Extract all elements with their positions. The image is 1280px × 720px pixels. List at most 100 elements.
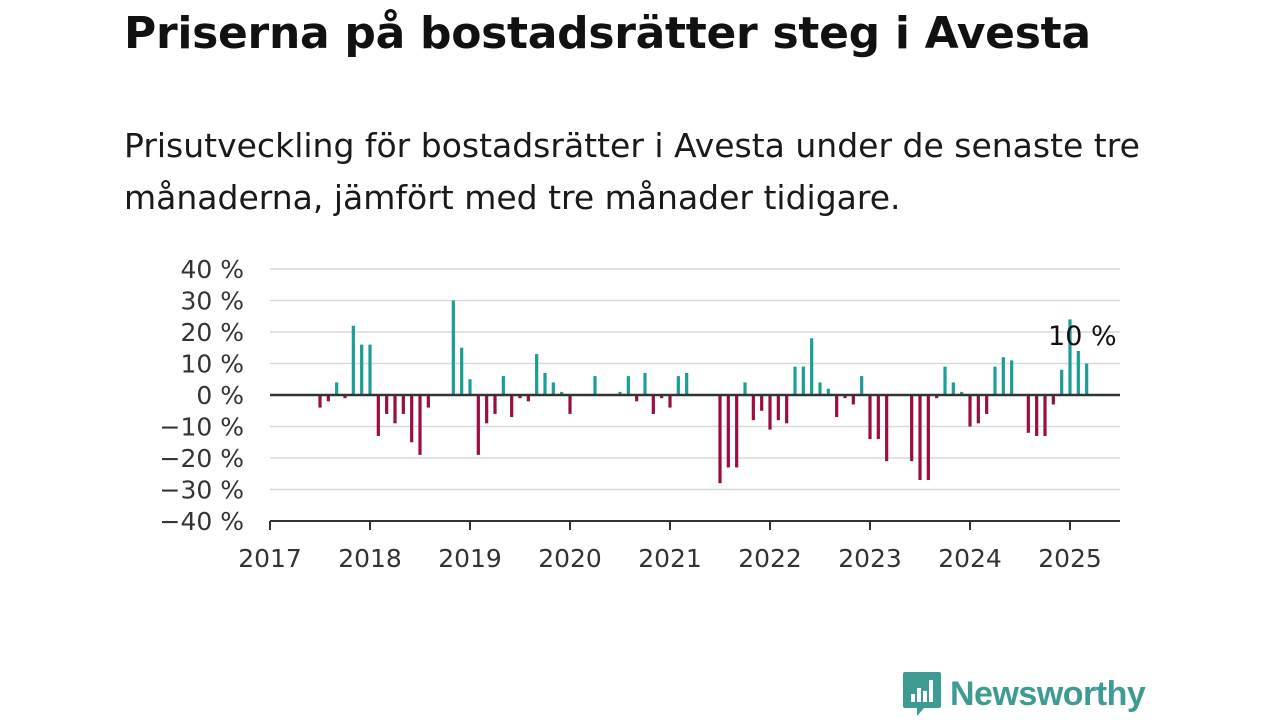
bar <box>868 395 872 440</box>
y-tick-label: 0 % <box>196 381 244 410</box>
bar <box>918 395 922 481</box>
bar <box>760 395 764 411</box>
bar <box>485 395 489 424</box>
bar <box>835 395 839 418</box>
bar <box>385 395 389 414</box>
bar <box>1060 369 1064 395</box>
bar <box>1085 363 1089 395</box>
bar <box>985 395 989 414</box>
bar <box>726 395 730 468</box>
bar <box>743 382 747 395</box>
x-tick-label: 2020 <box>538 544 602 573</box>
bar <box>1076 350 1080 395</box>
bar <box>676 376 680 395</box>
x-tick-label: 2025 <box>1038 544 1102 573</box>
bar <box>568 395 572 414</box>
bar <box>410 395 414 443</box>
bar <box>651 395 655 414</box>
bar <box>1068 319 1072 395</box>
bar <box>668 395 672 408</box>
bar <box>818 382 822 395</box>
bar <box>468 379 472 395</box>
y-tick-label: 30 % <box>180 287 244 316</box>
bar <box>851 395 855 405</box>
bar <box>885 395 889 462</box>
bar <box>426 395 430 408</box>
bar <box>501 376 505 395</box>
x-tick-label: 2018 <box>338 544 402 573</box>
bar <box>635 395 639 402</box>
bar <box>376 395 380 436</box>
bar <box>751 395 755 421</box>
x-tick-label: 2021 <box>638 544 702 573</box>
x-tick-label: 2019 <box>438 544 502 573</box>
bar <box>801 366 805 395</box>
bar <box>993 366 997 395</box>
x-tick-label: 2022 <box>738 544 802 573</box>
x-tick-label: 2017 <box>238 544 302 573</box>
bar <box>976 395 980 424</box>
bar <box>360 344 364 395</box>
bar <box>460 347 464 395</box>
bar <box>1026 395 1030 433</box>
y-tick-label: 10 % <box>180 350 244 379</box>
bar <box>401 395 405 414</box>
last-value-annotation: 10 % <box>1048 321 1117 352</box>
bar <box>618 391 622 395</box>
bar <box>793 366 797 395</box>
y-tick-label: 20 % <box>180 318 244 347</box>
bar <box>943 366 947 395</box>
bar <box>1010 360 1014 395</box>
bar <box>843 395 847 399</box>
bar <box>493 395 497 414</box>
bar <box>418 395 422 455</box>
bar <box>810 338 814 395</box>
bar <box>393 395 397 424</box>
bar <box>660 395 664 399</box>
bar <box>643 372 647 395</box>
bar <box>785 395 789 424</box>
bar <box>326 395 330 402</box>
bar <box>968 395 972 427</box>
bar <box>343 395 347 399</box>
y-tick-label: −20 % <box>160 444 244 473</box>
chart-subtitle: Prisutveckling för bostadsrätter i Avest… <box>124 126 1140 217</box>
bar <box>476 395 480 455</box>
bar <box>626 376 630 395</box>
bar <box>1051 395 1055 405</box>
bar <box>951 382 955 395</box>
brand-logo: Newsworthy <box>902 670 1146 718</box>
x-tick-label: 2023 <box>838 544 902 573</box>
bar <box>368 344 372 395</box>
bar <box>451 300 455 395</box>
x-tick-label: 2024 <box>938 544 1002 573</box>
bar <box>351 325 355 395</box>
bar <box>510 395 514 418</box>
bar <box>543 372 547 395</box>
bar <box>560 391 564 395</box>
bar <box>768 395 772 430</box>
brand-name: Newsworthy <box>950 674 1146 713</box>
bar-chart: 40 %30 %20 %10 %0 %−10 %−20 %−30 %−40 %2… <box>160 255 1120 573</box>
bar <box>335 382 339 395</box>
bar <box>1035 395 1039 436</box>
bar <box>1043 395 1047 436</box>
bar <box>551 382 555 395</box>
bar <box>526 395 530 402</box>
y-tick-label: −40 % <box>160 507 244 536</box>
bar <box>860 376 864 395</box>
chart-title: Priserna på bostadsrätter steg i Avesta <box>124 8 1091 59</box>
bar <box>910 395 914 462</box>
bar <box>876 395 880 440</box>
bar <box>735 395 739 468</box>
bar <box>960 391 964 395</box>
y-tick-label: −10 % <box>160 413 244 442</box>
y-tick-label: 40 % <box>180 255 244 284</box>
y-tick-label: −30 % <box>160 476 244 505</box>
bar <box>935 395 939 399</box>
bar <box>318 395 322 408</box>
bar <box>718 395 722 484</box>
bar <box>593 376 597 395</box>
newsworthy-logo-icon <box>903 672 941 716</box>
bar <box>826 388 830 395</box>
